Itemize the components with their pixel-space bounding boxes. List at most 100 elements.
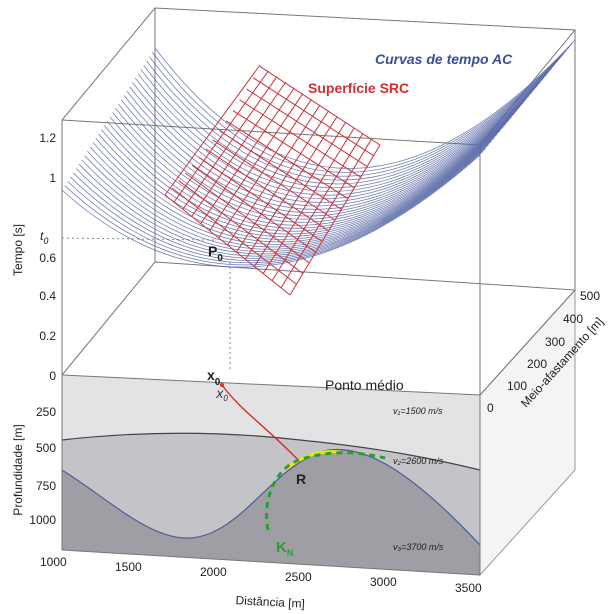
interface-1 [61, 432, 481, 471]
t0-label: t0 [40, 229, 48, 246]
traveltime-curve [70, 144, 489, 261]
surface-label: Superfície SRC [308, 80, 409, 96]
v3-label: v₃=3700 m/s [393, 542, 444, 552]
mesh-line [200, 87, 295, 224]
mesh-line [178, 180, 304, 274]
p0-label: P0 [208, 243, 223, 264]
t0-sub: 0 [43, 236, 48, 246]
traveltime-curve [89, 119, 510, 245]
reflector-segment [286, 450, 341, 470]
time-tick-label: 1 [49, 171, 56, 185]
layer-3 [62, 449, 480, 575]
traveltime-curve [154, 39, 576, 169]
distance-tick-label: 2000 [200, 565, 227, 579]
traveltime-curve [84, 126, 504, 250]
v1-label: v₁=1500 m/s [393, 406, 443, 416]
mesh-line [185, 172, 310, 264]
traveltime-curve [95, 112, 515, 240]
depth-tick-label: 750 [36, 479, 56, 493]
traveltime-curve [78, 133, 498, 255]
traveltime-curve [92, 116, 512, 243]
distance-axis-title: Distância [m] [235, 593, 305, 611]
traveltime-curve [112, 91, 533, 223]
traveltime-curve [151, 43, 573, 173]
x0-label: x0 [207, 367, 221, 388]
time-zero-plane [61, 261, 577, 396]
ray [221, 384, 301, 463]
traveltime-curve [81, 130, 501, 253]
x0-sub: 0 [215, 377, 221, 388]
mesh-line [191, 165, 317, 253]
time-tick-label: 0.4 [39, 289, 56, 303]
time-tick-label: 1.2 [39, 131, 56, 145]
mesh-line [212, 139, 336, 221]
edge [61, 549, 481, 576]
x0-lower-sub: 0 [223, 394, 228, 403]
distance-tick-label: 3500 [455, 581, 482, 595]
time-axis-title: Tempo [s] [11, 224, 25, 276]
mesh-line [225, 120, 349, 199]
p0-main: P [208, 243, 217, 259]
mesh-line [239, 99, 361, 178]
depth-tick-label: 500 [36, 441, 56, 455]
mesh-line [205, 148, 329, 232]
ray-annotations [220, 383, 386, 531]
mesh-line [262, 127, 355, 274]
offset-tick-label: 100 [507, 379, 527, 393]
x0-point [220, 383, 224, 387]
depth-model [61, 288, 576, 577]
offset-tick-label: 500 [580, 289, 600, 303]
kn-label: KN [276, 539, 293, 558]
traveltime-curve [129, 71, 550, 203]
time-tick-label: 0.2 [39, 329, 56, 343]
time-tick-label: 0 [49, 369, 56, 383]
kn-sub: N [287, 548, 294, 558]
traveltime-curve [140, 57, 561, 189]
midpoint-label: Ponto médio [325, 377, 404, 393]
mesh-line [252, 77, 374, 157]
traveltime-curve [149, 46, 570, 177]
traveltime-curve [98, 109, 518, 238]
mesh-line [164, 64, 261, 196]
curves-label: Curvas de tempo AC [375, 51, 513, 67]
mesh-line [259, 65, 381, 146]
mesh-line [236, 110, 329, 253]
offset-tick-label: 0 [487, 401, 494, 415]
offset-tick-label: 400 [563, 312, 583, 326]
traveltime-curve [109, 95, 530, 226]
x0-lower-label: X0 [215, 389, 228, 403]
distance-tick-label: 3000 [370, 575, 397, 589]
crs-surface [164, 64, 381, 296]
mesh-line [227, 104, 321, 246]
mesh-line [171, 187, 297, 285]
mesh-line [219, 130, 342, 210]
traveltime-curve [146, 50, 567, 181]
traveltime-curve [132, 67, 553, 200]
box-frame [61, 7, 577, 576]
traveltime-curve [61, 154, 481, 268]
distance-tick-label: 1000 [40, 555, 67, 569]
interface-2 [61, 448, 481, 546]
depth-tick-label: 250 [36, 405, 56, 419]
traveltime-curve [64, 151, 484, 266]
mesh-line [253, 121, 347, 267]
traveltime-curve [87, 123, 507, 248]
mesh-line [209, 93, 304, 231]
side-face [479, 288, 576, 577]
x0-lower-main: X [215, 389, 224, 401]
depth-tick-label: 1000 [29, 513, 56, 527]
mesh-line [244, 116, 338, 260]
x0-main: x [207, 367, 215, 383]
traveltime-curve [126, 74, 547, 207]
traveltime-curve [115, 88, 535, 220]
offset-tick-label: 200 [527, 357, 547, 371]
depth-axis-title: Profundidade [m] [11, 424, 25, 515]
mesh-line [173, 70, 269, 203]
traveltime-curves [61, 39, 576, 268]
mesh-line [198, 156, 323, 242]
mesh-line [232, 110, 355, 189]
traveltime-curve [118, 85, 538, 217]
traveltime-curve [123, 78, 544, 210]
mesh-line [246, 88, 368, 167]
